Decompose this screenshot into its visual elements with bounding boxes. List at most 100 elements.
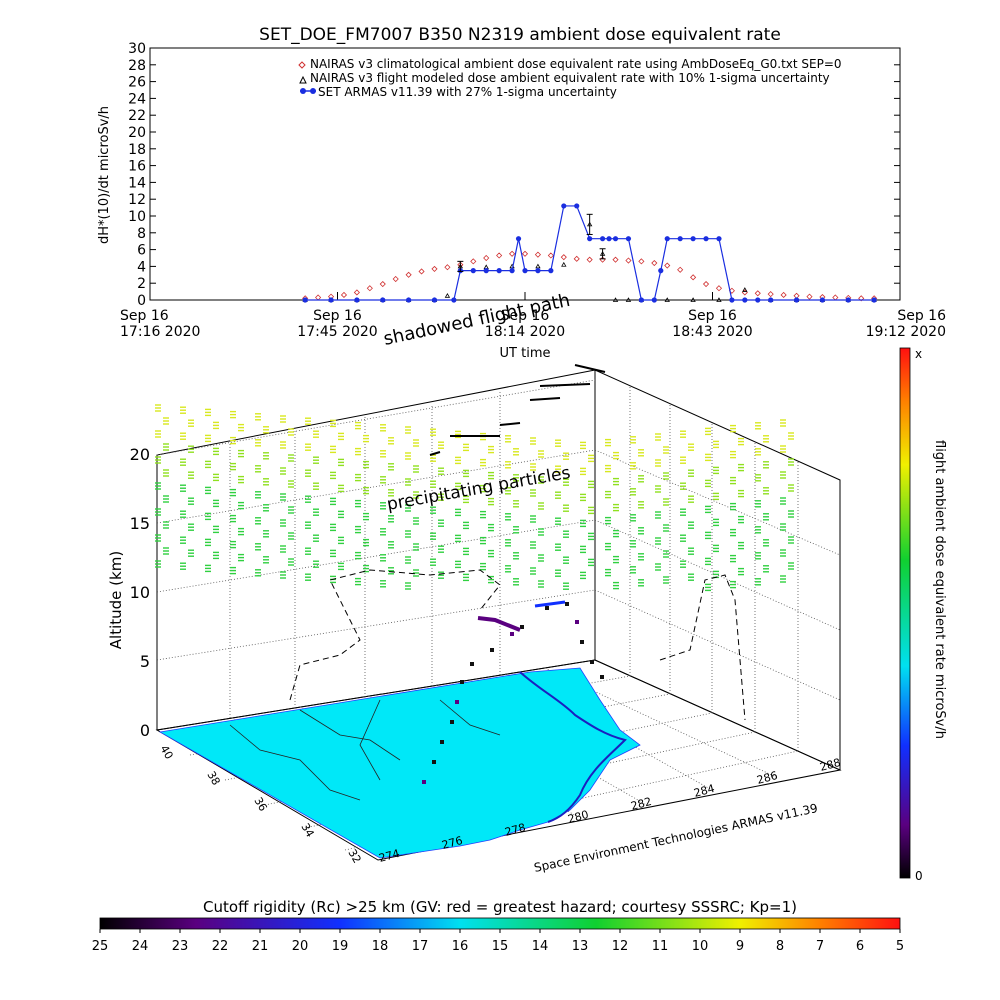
x-tick-label: Sep 16 bbox=[897, 308, 946, 324]
longitude-tick-label: 284 bbox=[692, 782, 716, 800]
x-tick-label: Sep 16 bbox=[313, 308, 362, 324]
rigidity-tick-label: 14 bbox=[532, 939, 549, 954]
data-point-armas bbox=[612, 236, 619, 242]
rigidity-tick-label: 15 bbox=[492, 939, 509, 954]
y-tick-label: 26 bbox=[128, 75, 146, 91]
flight-track-point bbox=[440, 740, 444, 744]
y-tick-label: 2 bbox=[137, 276, 146, 292]
cutoff-rigidity-map bbox=[158, 667, 641, 859]
data-point-armas bbox=[606, 236, 612, 242]
data-point-armas bbox=[302, 297, 308, 303]
flight-track-point bbox=[470, 662, 474, 666]
data-point-armas bbox=[690, 236, 696, 242]
data-point-nairas-climatological bbox=[638, 258, 645, 265]
annotation-precipitating: precipitating particles bbox=[385, 463, 572, 515]
y-tick-label: 18 bbox=[128, 142, 146, 158]
y-tick-label: 22 bbox=[128, 108, 146, 124]
data-point-armas bbox=[716, 236, 722, 242]
data-point-nairas-flight bbox=[742, 287, 748, 292]
data-point-armas bbox=[561, 203, 567, 209]
flight-track-point bbox=[575, 620, 579, 624]
altitude-tick-label: 5 bbox=[140, 652, 150, 671]
rigidity-tick-label: 5 bbox=[896, 939, 904, 954]
3d-floor-outline bbox=[155, 659, 842, 861]
rigidity-tick-label: 8 bbox=[776, 939, 784, 954]
triangle-marker-icon bbox=[299, 75, 307, 84]
data-point-nairas-climatological bbox=[832, 294, 839, 301]
data-point-armas bbox=[470, 268, 476, 274]
data-point-armas bbox=[658, 268, 664, 274]
flight-track-point bbox=[510, 632, 514, 636]
rigidity-tick-label: 21 bbox=[252, 939, 269, 954]
data-point-armas bbox=[380, 297, 386, 303]
y-tick-label: 16 bbox=[128, 159, 146, 175]
flight-track-segment bbox=[477, 616, 521, 632]
data-point-nairas-climatological bbox=[664, 262, 671, 269]
shadowed-flight-path bbox=[429, 364, 606, 456]
flight-track-point bbox=[422, 780, 426, 784]
data-point-nairas-climatological bbox=[715, 285, 723, 292]
legend-item-armas: SET ARMAS v11.39 with 27% 1-sigma uncert… bbox=[300, 85, 617, 99]
grid-line bbox=[156, 589, 596, 661]
y-tick-label: 6 bbox=[137, 243, 146, 259]
dose-colorbar: x 0 flight ambient dose equivalent rate … bbox=[899, 347, 947, 883]
legend-label-1: NAIRAS v3 climatological ambient dose eq… bbox=[310, 57, 842, 71]
flight-track-segment bbox=[534, 600, 566, 608]
data-point-armas bbox=[522, 268, 528, 274]
data-point-nairas-flight bbox=[444, 292, 451, 298]
data-point-nairas-climatological bbox=[444, 264, 451, 271]
x-tick-label: Sep 16 bbox=[688, 308, 737, 324]
latitude-tick-label: 32 bbox=[345, 847, 363, 866]
longitude-tick-label: 282 bbox=[629, 795, 653, 813]
longitude-tick-label: 278 bbox=[503, 821, 527, 839]
legend: NAIRAS v3 climatological ambient dose eq… bbox=[298, 57, 842, 99]
data-point-nairas-climatological bbox=[418, 268, 425, 275]
latitude-tick-label: 36 bbox=[251, 795, 269, 814]
data-point-nairas-climatological bbox=[315, 294, 322, 301]
rigidity-tick-label: 6 bbox=[856, 939, 864, 954]
dose-colorbar-label: flight ambient dose equivalent rate micr… bbox=[932, 440, 947, 739]
data-point-nairas-climatological bbox=[366, 285, 373, 292]
flight-track-point bbox=[565, 602, 569, 606]
rigidity-colorbar-title: Cutoff rigidity (Rc) >25 km (GV: red = g… bbox=[203, 898, 797, 916]
data-point-armas bbox=[515, 236, 522, 242]
data-point-nairas-climatological bbox=[573, 255, 580, 262]
flight-track-point bbox=[460, 680, 464, 684]
altitude-tick-label: 20 bbox=[130, 445, 150, 464]
dose-colorbar-top-label: x bbox=[915, 347, 922, 361]
flight-track bbox=[422, 600, 604, 784]
data-point-armas bbox=[651, 297, 657, 303]
y-tick-label: 4 bbox=[137, 259, 146, 275]
x-tick-label: 18:14 2020 bbox=[485, 324, 565, 340]
data-point-nairas-climatological bbox=[470, 258, 477, 265]
rigidity-tick-label: 17 bbox=[412, 939, 429, 954]
data-point-nairas-climatological bbox=[651, 259, 658, 267]
data-point-armas bbox=[845, 297, 851, 303]
x-tick-label: Sep 16 bbox=[120, 308, 169, 324]
data-point-nairas-climatological bbox=[612, 256, 619, 263]
grid-line bbox=[156, 519, 596, 593]
top-panel: dH*(10)/dt microSv/h 0246810121416182022… bbox=[97, 41, 946, 361]
flight-track-point bbox=[590, 660, 594, 664]
data-point-armas bbox=[793, 297, 800, 303]
data-point-nairas-flight bbox=[690, 297, 696, 302]
data-point-armas bbox=[451, 297, 457, 303]
data-point-armas bbox=[406, 297, 412, 303]
data-point-nairas-flight bbox=[664, 297, 670, 302]
data-point-armas bbox=[509, 268, 515, 274]
latitude-tick-label: 34 bbox=[298, 821, 316, 840]
data-point-nairas-climatological bbox=[806, 293, 813, 300]
data-point-nairas-flight bbox=[561, 261, 567, 267]
diamond-marker-icon bbox=[298, 61, 306, 69]
data-point-nairas-climatological bbox=[340, 291, 348, 299]
data-point-armas bbox=[483, 268, 489, 274]
altitude-axis: 0 5 10 15 20 bbox=[130, 445, 150, 740]
shadow-segment bbox=[429, 451, 441, 456]
data-point-armas bbox=[496, 268, 502, 274]
grid-line bbox=[594, 449, 841, 556]
data-point-nairas-climatological bbox=[767, 291, 774, 298]
rigidity-tick-label: 20 bbox=[292, 939, 309, 954]
data-point-armas bbox=[354, 297, 360, 303]
